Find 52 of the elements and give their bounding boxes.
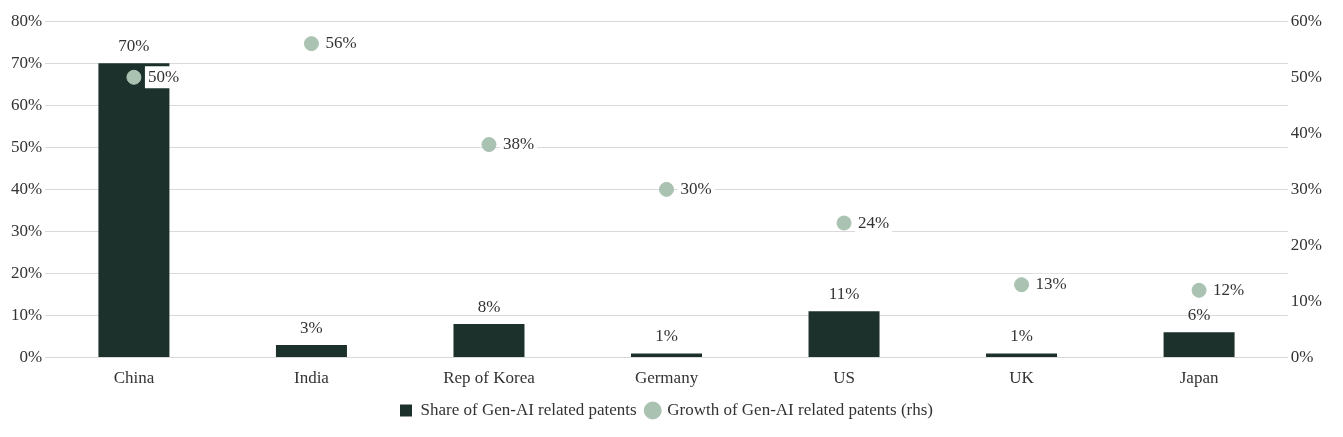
data-label: 30%: [680, 178, 712, 198]
bar: [453, 323, 525, 358]
point: [1014, 277, 1030, 293]
bar: [1163, 332, 1235, 358]
y2-tick-label: 60%: [1290, 10, 1323, 30]
legend-label: Growth of Gen-AI related patents (rhs): [667, 399, 933, 419]
y2-tick-label: 20%: [1290, 234, 1323, 254]
bar: [631, 353, 703, 358]
data-label: 1%: [655, 326, 678, 346]
y2-tick-label: 50%: [1290, 66, 1323, 86]
y-tick-label: 0%: [19, 347, 43, 367]
y-tick-label: 30%: [10, 220, 43, 240]
data-label: 8%: [477, 296, 501, 316]
data-label: 38%: [502, 134, 535, 154]
y2-tick-label: 10%: [1290, 291, 1323, 310]
data-label: 70%: [118, 36, 150, 56]
point: [836, 215, 852, 231]
y-tick-label: 40%: [10, 178, 43, 198]
point: [1191, 282, 1207, 298]
point: [481, 137, 497, 153]
y2-tick-label: 30%: [1290, 178, 1323, 198]
x-tick-label: US: [833, 368, 855, 388]
data-label: 56%: [325, 33, 357, 53]
bar: [275, 344, 347, 358]
data-label: 13%: [1035, 274, 1067, 294]
x-tick-label: UK: [1009, 368, 1035, 388]
y-tick-label: 20%: [10, 262, 43, 282]
data-label: 12%: [1213, 279, 1245, 299]
x-tick-label: India: [293, 368, 330, 388]
y2-tick-label: 40%: [1290, 122, 1323, 142]
y-tick-label: 80%: [10, 10, 43, 30]
y-tick-label: 70%: [10, 52, 43, 72]
x-tick-label: China: [113, 368, 155, 388]
point: [659, 181, 674, 197]
data-label: 1%: [1010, 326, 1033, 346]
data-label: 24%: [858, 212, 890, 232]
legend-label: Share of Gen-AI related patents: [420, 399, 637, 419]
y-tick-label: 50%: [10, 136, 43, 156]
y-tick-label: 60%: [10, 94, 43, 114]
point: [126, 69, 142, 85]
x-tick-label: Japan: [1179, 368, 1219, 388]
x-tick-label: Rep of Korea: [443, 368, 536, 388]
data-label: 50%: [147, 66, 180, 86]
point: [303, 36, 319, 52]
x-tick-label: Germany: [634, 368, 699, 388]
bar: [986, 353, 1058, 358]
y2-tick-label: 0%: [1290, 347, 1314, 367]
y-tick-label: 10%: [10, 305, 43, 325]
bar: [808, 311, 880, 358]
data-label: 3%: [300, 317, 323, 337]
data-label: 11%: [828, 284, 860, 304]
data-label: 6%: [1187, 305, 1211, 325]
